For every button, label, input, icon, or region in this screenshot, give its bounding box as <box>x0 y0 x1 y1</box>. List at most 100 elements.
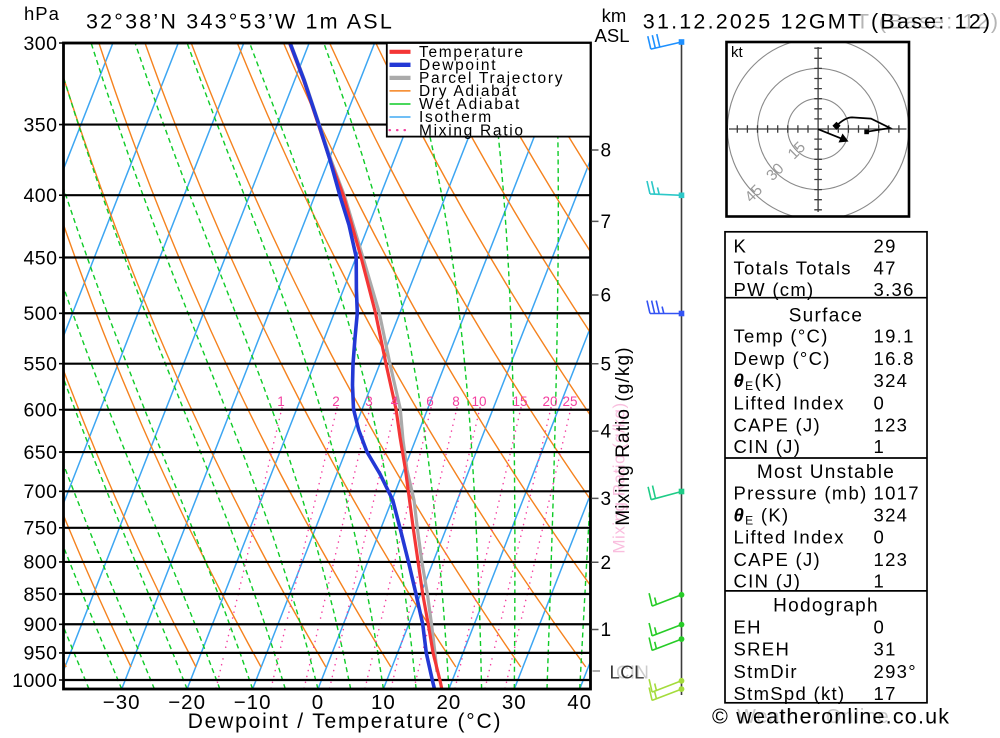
svg-text:6: 6 <box>601 286 612 307</box>
svg-text:Lifted Index: Lifted Index <box>734 527 845 548</box>
svg-text:K: K <box>734 235 748 256</box>
svg-text:6: 6 <box>426 394 434 409</box>
svg-text:550: 550 <box>23 354 57 376</box>
svg-text:1: 1 <box>277 394 285 409</box>
svg-text:450: 450 <box>23 247 57 269</box>
svg-text:8: 8 <box>452 394 460 409</box>
svg-text:650: 650 <box>23 442 57 464</box>
svg-text:Dewp (°C): Dewp (°C) <box>734 348 831 369</box>
svg-text:3.36: 3.36 <box>874 279 915 300</box>
svg-text:θE (K): θE (K) <box>734 505 790 528</box>
svg-text:© weatheronline.co.uk: © weatheronline.co.uk <box>712 705 950 729</box>
svg-text:750: 750 <box>23 518 57 540</box>
svg-text:800: 800 <box>23 552 57 574</box>
svg-text:1000: 1000 <box>12 670 57 692</box>
svg-text:1: 1 <box>874 436 886 457</box>
svg-text:Most Unstable: Most Unstable <box>757 462 895 483</box>
svg-text:CAPE (J): CAPE (J) <box>734 414 822 435</box>
svg-text:km: km <box>602 5 627 26</box>
svg-text:−10: −10 <box>234 691 272 714</box>
svg-text:Mixing Ratio: Mixing Ratio <box>419 122 525 139</box>
svg-text:CIN (J): CIN (J) <box>734 570 802 591</box>
svg-text:Parcel Trajectory: Parcel Trajectory <box>419 70 564 87</box>
svg-text:ASL: ASL <box>595 25 630 46</box>
svg-text:−30: −30 <box>103 691 141 714</box>
svg-text:25: 25 <box>562 394 577 409</box>
svg-text:700: 700 <box>23 481 57 503</box>
svg-text:Temp (°C): Temp (°C) <box>734 326 829 347</box>
svg-text:32°38’N 343°53’W 1m ASL: 32°38’N 343°53’W 1m ASL <box>86 10 394 34</box>
svg-text:Surface: Surface <box>789 306 864 327</box>
svg-text:1: 1 <box>601 620 612 641</box>
svg-text:0: 0 <box>874 617 886 638</box>
svg-text:20: 20 <box>542 394 557 409</box>
svg-text:4: 4 <box>391 394 399 409</box>
svg-text:7: 7 <box>601 212 612 233</box>
svg-text:kt: kt <box>731 44 744 61</box>
svg-text:31.12.2025 12GMT (Base: 12): 31.12.2025 12GMT (Base: 12) <box>651 10 1000 34</box>
svg-text:15: 15 <box>512 394 527 409</box>
svg-text:0: 0 <box>874 527 886 548</box>
svg-text:1017: 1017 <box>874 482 920 503</box>
svg-text:16.8: 16.8 <box>874 348 915 369</box>
svg-text:CIN: CIN <box>616 662 649 683</box>
svg-text:Weather Online: Weather Online <box>737 706 890 728</box>
svg-text:123: 123 <box>874 549 909 570</box>
svg-text:300: 300 <box>23 33 57 55</box>
svg-text:3: 3 <box>365 394 373 409</box>
svg-text:2: 2 <box>601 553 612 574</box>
svg-text:20: 20 <box>436 691 461 714</box>
svg-text:10: 10 <box>371 691 396 714</box>
svg-text:500: 500 <box>23 303 57 325</box>
svg-text:40: 40 <box>567 691 592 714</box>
svg-text:Wet Adiabat: Wet Adiabat <box>419 96 521 113</box>
svg-text:PW (cm): PW (cm) <box>734 279 815 300</box>
svg-text:1: 1 <box>874 570 886 591</box>
svg-text:Temperature: Temperature <box>419 44 525 61</box>
svg-text:4: 4 <box>601 422 612 443</box>
svg-text:31: 31 <box>874 639 897 660</box>
svg-text:Dewpoint / Temperature (°C): Dewpoint / Temperature (°C) <box>188 710 503 733</box>
svg-text:123: 123 <box>874 414 909 435</box>
svg-text:600: 600 <box>23 400 57 422</box>
svg-text:29: 29 <box>874 235 897 256</box>
svg-text:CAPE (J): CAPE (J) <box>734 549 822 570</box>
svg-text:Totals Totals: Totals Totals <box>734 257 852 278</box>
svg-text:Dry Adiabat: Dry Adiabat <box>419 83 518 100</box>
svg-text:StmSpd (kt): StmSpd (kt) <box>734 683 846 704</box>
svg-text:293°: 293° <box>874 661 917 682</box>
svg-text:31.12.2025 12GMT (Base: 12): 31.12.2025 12GMT (Base: 12) <box>643 10 992 34</box>
svg-text:Mixing Ratio (g/kg): Mixing Ratio (g/kg) <box>610 402 629 553</box>
svg-text:SREH: SREH <box>734 639 791 660</box>
svg-text:17: 17 <box>874 683 897 704</box>
svg-text:CIN (J): CIN (J) <box>734 436 802 457</box>
svg-text:8: 8 <box>601 141 612 162</box>
svg-text:0: 0 <box>312 691 324 714</box>
svg-text:10: 10 <box>471 394 486 409</box>
svg-text:θE(K): θE(K) <box>734 370 784 393</box>
svg-text:EH: EH <box>734 617 762 638</box>
svg-text:19.1: 19.1 <box>874 326 915 347</box>
svg-text:30: 30 <box>502 691 527 714</box>
svg-text:Dewpoint: Dewpoint <box>419 57 497 74</box>
svg-text:Lifted Index: Lifted Index <box>734 392 845 413</box>
svg-text:Isotherm: Isotherm <box>419 109 493 126</box>
svg-text:400: 400 <box>23 185 57 207</box>
svg-text:LCL: LCL <box>610 662 645 683</box>
svg-text:−20: −20 <box>168 691 206 714</box>
svg-text:0: 0 <box>874 392 886 413</box>
svg-text:3: 3 <box>601 489 612 510</box>
svg-text:2: 2 <box>332 394 340 409</box>
svg-text:StmDir: StmDir <box>734 661 798 682</box>
svg-text:850: 850 <box>23 584 57 606</box>
svg-text:350: 350 <box>23 114 57 136</box>
svg-text:324: 324 <box>874 370 909 391</box>
svg-text:Hodograph: Hodograph <box>773 595 879 616</box>
svg-text:47: 47 <box>874 257 897 278</box>
svg-text:950: 950 <box>23 643 57 665</box>
svg-text:hPa: hPa <box>24 3 60 24</box>
svg-text:5: 5 <box>601 354 612 375</box>
svg-text:Mixing Ratio (g/kg): Mixing Ratio (g/kg) <box>613 346 634 525</box>
svg-text:900: 900 <box>23 614 57 636</box>
svg-text:Pressure (mb): Pressure (mb) <box>734 482 868 503</box>
